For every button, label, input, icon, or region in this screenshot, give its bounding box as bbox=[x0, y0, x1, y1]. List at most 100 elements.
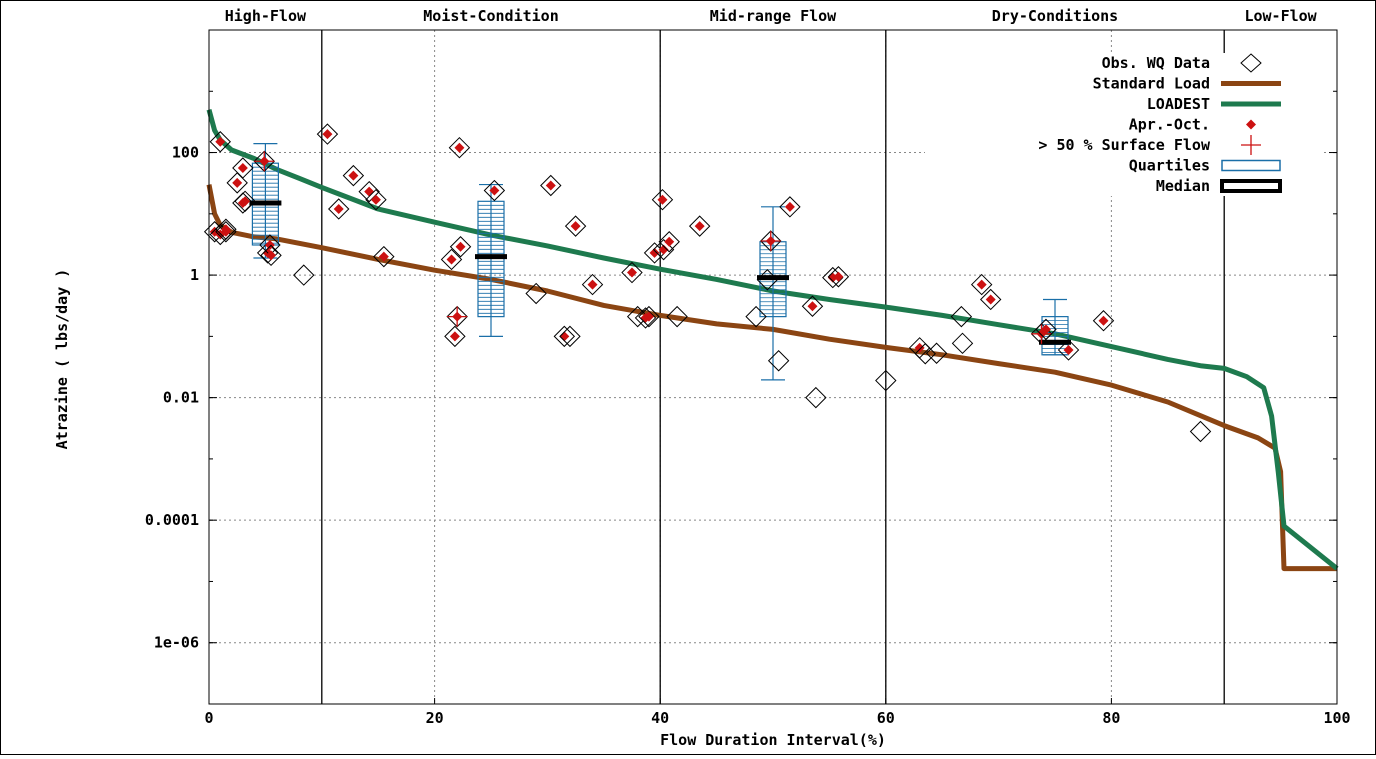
x-axis-label: Flow Duration Interval(%) bbox=[660, 731, 886, 749]
apr-oct-marker bbox=[833, 271, 844, 282]
obs-diamond bbox=[581, 273, 604, 296]
obs-diamond bbox=[342, 164, 365, 187]
obs-diamond bbox=[483, 179, 506, 202]
y-tick-label: 100 bbox=[172, 144, 199, 162]
apr-oct-marker bbox=[1040, 324, 1051, 335]
obs-diamond bbox=[226, 172, 248, 194]
x-tick-label: 20 bbox=[426, 709, 444, 727]
zone-label: Dry-Conditions bbox=[992, 7, 1118, 25]
obs-diamond bbox=[373, 245, 395, 268]
obs-diamond bbox=[951, 332, 974, 355]
obs-diamond bbox=[950, 305, 973, 328]
obs-diamond bbox=[621, 261, 643, 284]
apr-oct-marker bbox=[784, 201, 795, 212]
obs-diamond bbox=[745, 305, 767, 328]
zone-label: High-Flow bbox=[225, 7, 307, 25]
obs-diamond bbox=[651, 188, 674, 211]
apr-oct-marker bbox=[643, 311, 654, 322]
obs-diamond bbox=[234, 190, 256, 213]
legend-symbol bbox=[1246, 119, 1256, 130]
obs-diamond bbox=[232, 157, 254, 179]
obs-diamond bbox=[203, 221, 226, 243]
obs-diamond bbox=[779, 196, 801, 218]
apr-oct-marker bbox=[333, 203, 344, 214]
obs-diamond bbox=[256, 242, 279, 264]
obs-diamond bbox=[444, 325, 466, 348]
obs-diamond bbox=[638, 305, 660, 328]
obs-diamond bbox=[553, 325, 576, 348]
apr-oct-marker bbox=[664, 236, 675, 247]
obs-diamond bbox=[316, 123, 339, 145]
legend-symbol bbox=[1240, 53, 1262, 73]
zone-layer: High-Flow Moist-Condition Mid-range Flow Dr… bbox=[225, 7, 1318, 704]
obs-diamond bbox=[365, 188, 387, 211]
apr-oct-marker bbox=[658, 244, 669, 255]
apr-oct-marker bbox=[807, 301, 818, 312]
y-tick-label: 0.01 bbox=[163, 389, 199, 407]
obs-diamond bbox=[358, 180, 380, 203]
obs-diamond bbox=[1057, 339, 1080, 361]
legend-label: Standard Load bbox=[1093, 75, 1210, 93]
obs-diamond bbox=[875, 369, 897, 392]
apr-oct-marker bbox=[657, 194, 668, 205]
apr-oct-marker bbox=[489, 185, 500, 196]
apr-oct-marker bbox=[545, 180, 556, 191]
apr-oct-marker bbox=[449, 331, 460, 342]
apr-oct-marker bbox=[914, 342, 925, 353]
apr-oct-marker bbox=[570, 221, 581, 232]
obs-diamond bbox=[626, 305, 649, 328]
obs-diamond bbox=[293, 264, 315, 286]
obs-diamond bbox=[970, 273, 993, 296]
apr-oct-marker bbox=[264, 239, 275, 250]
obs-diamond bbox=[801, 295, 824, 317]
x-tick-label: 40 bbox=[651, 709, 669, 727]
plot-border bbox=[208, 29, 1338, 705]
x-tick-label: 0 bbox=[204, 709, 213, 727]
apr-oct-marker bbox=[215, 136, 226, 147]
apr-oct-marker bbox=[976, 279, 987, 290]
apr-oct-marker bbox=[446, 254, 457, 265]
y-axis-label: Atrazine ( lbs/day ) bbox=[53, 269, 71, 450]
x-tick-label: 100 bbox=[1323, 709, 1350, 727]
obs-diamond bbox=[805, 386, 827, 409]
obs-diamond bbox=[756, 269, 779, 291]
apr-oct-marker bbox=[1098, 315, 1109, 326]
obs-diamond bbox=[525, 282, 547, 305]
zone-label: Low-Flow bbox=[1244, 7, 1317, 25]
zone-label: Mid-range Flow bbox=[710, 7, 837, 25]
obs-diamond bbox=[827, 266, 850, 288]
apr-oct-marker bbox=[364, 186, 375, 197]
obs-diamond bbox=[634, 307, 657, 329]
obs-diamond bbox=[328, 198, 350, 220]
apr-oct-marker bbox=[454, 142, 465, 153]
obs-diamond bbox=[1092, 310, 1115, 332]
obs-diamond bbox=[215, 221, 237, 243]
tick-layer: 0 20 40 60 80 100 1e-06 0.0001 0.01 1 100 bbox=[145, 29, 1351, 727]
legend-label: > 50 % Surface Flow bbox=[1038, 136, 1211, 154]
legend-label: Median bbox=[1156, 177, 1210, 195]
obs-diamond bbox=[688, 215, 711, 237]
obs-diamond bbox=[652, 238, 675, 261]
legend-symbol bbox=[1220, 179, 1282, 193]
obs-diamond bbox=[666, 305, 688, 328]
apr-oct-marker bbox=[240, 196, 251, 207]
obs-diamond bbox=[448, 136, 471, 159]
series-line bbox=[206, 184, 1337, 572]
y-tick-label: 0.0001 bbox=[145, 511, 199, 529]
apr-oct-marker bbox=[237, 162, 248, 173]
obs-diamond bbox=[559, 325, 581, 348]
obs-diamond bbox=[1035, 318, 1057, 341]
obs-diamond bbox=[979, 288, 1002, 311]
apr-oct-marker bbox=[649, 247, 660, 258]
apr-oct-marker bbox=[694, 221, 705, 232]
apr-oct-marker bbox=[370, 194, 381, 205]
apr-oct-marker bbox=[455, 241, 466, 252]
apr-oct-marker bbox=[348, 170, 359, 181]
apr-oct-marker bbox=[627, 267, 637, 278]
legend-label: LOADEST bbox=[1147, 95, 1210, 113]
legend-label: Obs. WQ Data bbox=[1102, 54, 1210, 72]
x-tick-label: 80 bbox=[1102, 709, 1120, 727]
obs-diamond bbox=[925, 342, 948, 364]
